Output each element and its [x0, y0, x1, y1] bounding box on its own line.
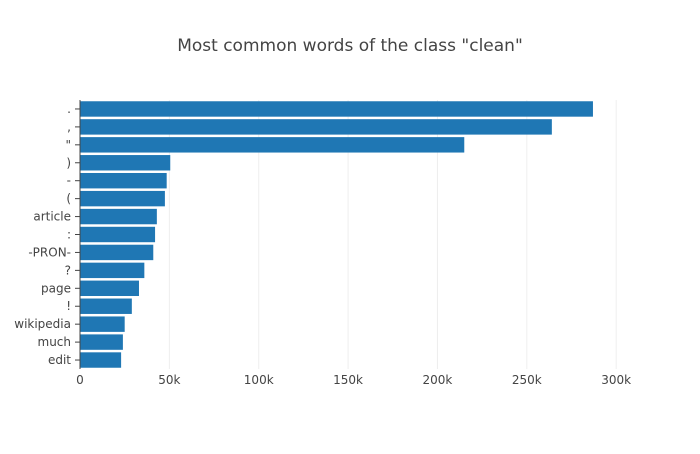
- x-tick-label-5: 250k: [512, 373, 542, 387]
- bar-3: [80, 155, 171, 171]
- x-tick-label-1: 50k: [158, 373, 180, 387]
- y-tick-labels: ., ") - ( article: -PRON-? page! wikipedia much e…: [14, 102, 71, 367]
- bar-2: [80, 137, 465, 153]
- bar-11: [80, 298, 132, 314]
- bar-5: [80, 190, 165, 207]
- bar-1: [80, 119, 552, 135]
- bar-13: [80, 334, 123, 350]
- bar-14: [80, 352, 122, 368]
- x-tick-label-3: 150k: [333, 373, 363, 387]
- y-tick-label-5: (: [66, 192, 71, 206]
- y-tick-label-12: wikipedia: [14, 317, 71, 331]
- bar-4: [80, 172, 167, 189]
- chart-title: Most common words of the class "clean": [177, 36, 523, 56]
- y-tick-label-13: much: [38, 335, 72, 349]
- x-tick-label-0: 0: [76, 373, 84, 387]
- bar-7: [80, 226, 156, 243]
- bar-6: [80, 208, 157, 225]
- x-tick-label-6: 300k: [601, 373, 631, 387]
- y-tick-label-9: ?: [65, 263, 71, 277]
- bar-0: [80, 101, 593, 117]
- bars: [80, 101, 593, 368]
- x-tick-label-4: 200k: [423, 373, 453, 387]
- y-tick-label-7: :: [67, 228, 71, 242]
- y-tick-label-2: ": [65, 138, 71, 152]
- y-tick-label-3: ): [66, 156, 71, 170]
- y-tick-label-1: ,: [67, 120, 71, 134]
- x-tick-label-2: 100k: [244, 373, 274, 387]
- y-tick-label-4: -: [67, 174, 71, 188]
- x-tick-labels: 0 50k 100k 150k 200k 250k 300k: [76, 373, 631, 387]
- y-tick-label-0: .: [67, 102, 71, 116]
- bar-10: [80, 280, 139, 297]
- bar-12: [80, 316, 125, 332]
- y-tick-label-14: edit: [48, 353, 71, 367]
- bar-8: [80, 244, 154, 261]
- y-tick-label-6: article: [33, 210, 71, 224]
- axes: [75, 100, 81, 369]
- y-tick-label-8: -PRON-: [28, 245, 71, 259]
- bar-9: [80, 262, 145, 279]
- y-tick-label-11: !: [66, 299, 71, 313]
- y-tick-label-10: page: [41, 281, 71, 295]
